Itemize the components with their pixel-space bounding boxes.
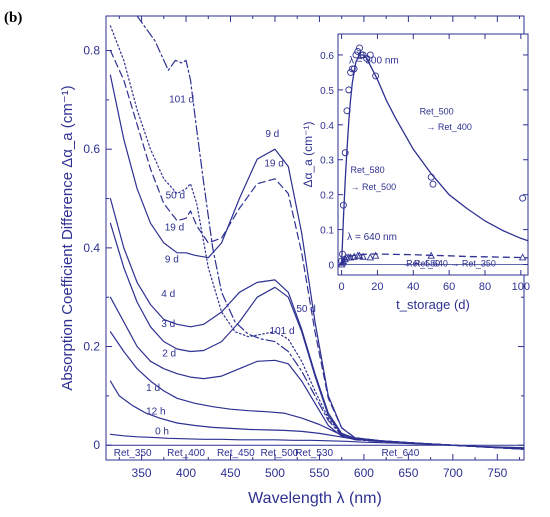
inset-annotation: → Ret_500: [351, 182, 397, 192]
curve-label: Ret_500: [261, 448, 299, 459]
curve-label: 2 d: [162, 348, 176, 359]
inset-annotation: Ret_580: [406, 259, 440, 269]
curve-label: Ret_450: [217, 448, 255, 459]
inset-x-tick-label: 0: [339, 281, 345, 293]
curve-label: 101 d: [169, 94, 194, 105]
data-point-500-nm: [519, 194, 527, 202]
data-point-500-nm: [429, 180, 437, 188]
x-tick-label: 600: [354, 466, 374, 480]
curve-label: Ret_530: [295, 448, 333, 459]
data-point-640-nm: [518, 253, 527, 261]
inset-annotation: Ret_580: [351, 165, 385, 175]
curve-label: 9 d: [265, 129, 279, 140]
curve-label: Ret_400: [167, 448, 205, 459]
curve-label: 101 d: [270, 326, 295, 337]
x-tick-label: 750: [487, 466, 507, 480]
inset-series-line-fit-640-nm: [341, 253, 528, 265]
data-point-500-nm: [356, 44, 363, 52]
inset-y-tick-label: 0.2: [320, 191, 334, 202]
x-tick-label: 650: [398, 466, 418, 480]
main-plot: 350 400 450 500 550 600 650 700 75000.20.40.60.8…: [59, 15, 525, 507]
x-tick-label: 550: [309, 466, 329, 480]
inset-y-tick-label: 0: [328, 261, 334, 272]
curve-label: Ret_640: [381, 448, 419, 459]
x-tick-label: 450: [220, 466, 240, 480]
curve-label: 9 d: [165, 255, 179, 266]
data-point-500-nm: [354, 48, 362, 55]
curve-label: 12 h: [146, 407, 165, 418]
x-tick-label: 500: [265, 466, 285, 480]
inset-y-tick-label: 0.3: [320, 156, 334, 167]
curve-label: 50 d: [166, 191, 185, 202]
data-point-500-nm: [372, 72, 380, 80]
inset-y-tick-label: 0.1: [320, 226, 334, 237]
main-series-group: [109, 16, 524, 450]
curve-label: 19 d: [165, 223, 184, 234]
inset-annotation: → Ret_640 → Ret_350: [402, 259, 496, 269]
curve-label: 0 h: [155, 426, 169, 437]
x-tick-label: 400: [176, 466, 196, 480]
x-axis-title: Wavelength λ (nm): [248, 490, 382, 507]
y-tick-label: 0.6: [83, 142, 100, 156]
inset-series-line-fit-500-nm: [340, 54, 528, 265]
inset-y-tick-label: 0.4: [320, 121, 334, 132]
data-point-640-nm: [366, 253, 375, 261]
curve-label: 50 d: [296, 304, 315, 315]
data-point-500-nm: [363, 54, 371, 62]
data-point-640-nm: [359, 252, 367, 260]
x-tick-label: 350: [132, 466, 152, 480]
x-tick-label: 700: [443, 466, 463, 480]
inset-y-tick-label: 0.6: [320, 51, 334, 62]
data-point-500-nm: [366, 51, 374, 59]
inset-x-axis-title: t_storage (d): [396, 297, 470, 312]
data-point-500-nm: [341, 149, 349, 157]
curve-label: 4 d: [161, 289, 175, 300]
inset-annotation: λ = 500 nm: [349, 56, 399, 67]
y-tick-label: 0: [93, 438, 100, 452]
inset-series-group: [338, 44, 528, 268]
inset-annotation: Ret_500: [420, 106, 454, 116]
curve-label: Ret_350: [114, 448, 152, 459]
inset-annotation: → Ret_400: [426, 122, 472, 132]
y-tick-label: 0.4: [83, 241, 100, 255]
curve-label: 3 d: [161, 319, 175, 330]
series-line-101-d: [136, 16, 524, 450]
data-point-640-nm: [355, 251, 364, 259]
inset-x-tick-label: 20: [371, 281, 383, 293]
inset-y-tick-label: 0.5: [320, 86, 334, 97]
inset-x-tick-label: 100: [512, 281, 530, 293]
inset-x-tick-label: 60: [443, 281, 455, 293]
series-line-19-d: [109, 49, 524, 450]
y-tick-label: 0.8: [83, 44, 100, 58]
panel-label: (b): [4, 10, 22, 26]
inset-frame: [337, 33, 529, 276]
data-point-640-nm: [371, 251, 380, 259]
inset-annotation: λ = 640 nm: [347, 232, 397, 243]
y-axis-title: Absorption Coefficient Difference Δα_a (…: [59, 85, 76, 390]
inset-y-axis-title: Δα_a (cm⁻¹): [301, 122, 315, 188]
inset-x-tick-label: 40: [407, 281, 419, 293]
data-point-500-nm: [357, 51, 365, 59]
curve-label: 1 d: [146, 383, 160, 394]
inset-plot: 0 20 40 60 80 100 0 0.1 0.2 0.3 0.4 0.5 0.6 λ = 500 n…: [301, 33, 530, 312]
curve-label: 19 d: [264, 158, 283, 169]
inset-x-tick-label: 80: [479, 281, 491, 293]
y-tick-label: 0.2: [83, 340, 100, 354]
